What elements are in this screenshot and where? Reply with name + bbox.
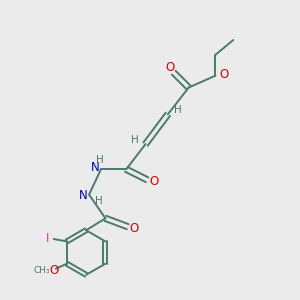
Text: I: I bbox=[46, 232, 50, 245]
Text: H: H bbox=[96, 155, 103, 165]
Text: O: O bbox=[166, 61, 175, 74]
Text: O: O bbox=[50, 264, 58, 277]
Text: H: H bbox=[174, 105, 182, 115]
Text: N: N bbox=[79, 189, 88, 202]
Text: N: N bbox=[91, 161, 100, 174]
Text: O: O bbox=[130, 222, 139, 235]
Text: O: O bbox=[149, 175, 158, 188]
Text: H: H bbox=[95, 196, 103, 206]
Text: O: O bbox=[219, 68, 228, 81]
Text: H: H bbox=[131, 135, 139, 145]
Text: CH₃: CH₃ bbox=[33, 266, 50, 275]
